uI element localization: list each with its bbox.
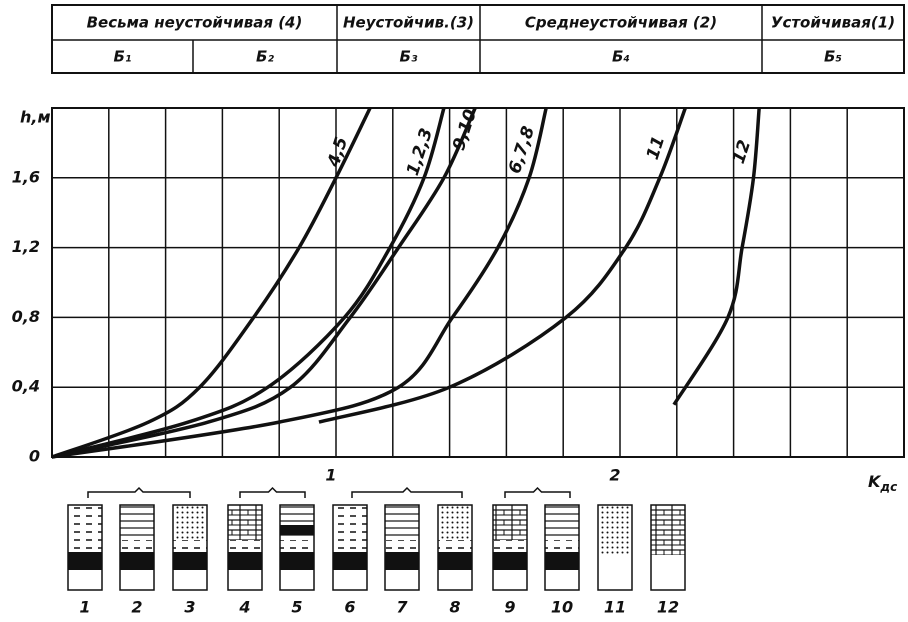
y-tick-label: 0,8 xyxy=(12,307,40,326)
column-label: 6 xyxy=(344,598,355,617)
group-bracket xyxy=(352,488,462,498)
column-label: 5 xyxy=(291,598,302,617)
soil-mid xyxy=(173,540,207,552)
table-subheader-cell: Б₁ xyxy=(113,48,131,66)
soil-top xyxy=(68,505,102,540)
soil-band xyxy=(280,552,314,570)
soil-mid xyxy=(280,540,314,552)
column-label: 2 xyxy=(131,598,142,617)
table-subheader-cell: Б₅ xyxy=(824,48,842,66)
column-label: 8 xyxy=(449,598,460,617)
x-tick-label: 2 xyxy=(609,466,620,485)
soil-top xyxy=(333,505,367,540)
column-label: 7 xyxy=(396,598,408,617)
curve-label: 12 xyxy=(729,138,755,167)
y-tick-label: 0,4 xyxy=(12,377,40,396)
curve-label: 9,10 xyxy=(449,107,481,153)
curve-label: 11 xyxy=(643,134,669,163)
curve-label: 4,5 xyxy=(324,135,353,171)
soil-top xyxy=(545,505,579,540)
soil-mid xyxy=(228,540,262,552)
column-label: 10 xyxy=(551,598,573,617)
column-label: 11 xyxy=(604,598,626,617)
soil-mid xyxy=(68,540,102,552)
column-label: 12 xyxy=(657,598,679,617)
soil-band xyxy=(280,525,314,535)
group-bracket xyxy=(88,488,190,498)
soil-band xyxy=(493,552,527,570)
group-bracket xyxy=(505,488,570,498)
table-header-cell: Весьма неустойчивая (4) xyxy=(87,14,303,32)
soil-top xyxy=(438,505,472,540)
column-label: 1 xyxy=(79,598,90,617)
x-tick-label: 1 xyxy=(325,466,336,485)
x-axis-label-sub: дс xyxy=(879,480,897,494)
y-tick-label: 1,2 xyxy=(12,237,40,256)
column-label: 4 xyxy=(238,598,250,617)
y-axis-label: h,м xyxy=(20,108,51,127)
soil-mid xyxy=(493,540,527,552)
column-label: 3 xyxy=(184,598,195,617)
y-tick-label: 0 xyxy=(29,447,40,466)
soil-band xyxy=(120,552,154,570)
soil-band xyxy=(333,552,367,570)
column-label: 9 xyxy=(504,598,515,617)
soil-band xyxy=(385,552,419,570)
soil-mid xyxy=(385,540,419,552)
table-subheader-cell: Б₂ xyxy=(256,48,274,66)
chart: h,м Kдс Весьма неустойчивая (4) Неустойчи… xyxy=(0,0,908,622)
curve-label: 6,7,8 xyxy=(505,124,539,176)
soil-band xyxy=(545,552,579,570)
table-header-cell: Неустойчив.(3) xyxy=(343,14,474,32)
curve xyxy=(52,108,444,457)
soil-band xyxy=(228,552,262,570)
soil-top xyxy=(493,505,527,540)
soil-band xyxy=(438,552,472,570)
soil-top xyxy=(651,505,685,555)
curve xyxy=(52,108,546,457)
curve xyxy=(52,108,370,457)
soil-mid xyxy=(545,540,579,552)
table-header-cell: Устойчивая(1) xyxy=(771,14,895,32)
soil-mid xyxy=(333,540,367,552)
page: {"table": {"header": ["Весьма неустойчив… xyxy=(0,0,908,622)
soil-mid xyxy=(438,540,472,552)
soil-top xyxy=(228,505,262,540)
soil-top xyxy=(120,505,154,540)
soil-top xyxy=(385,505,419,540)
table-subheader-cell: Б₄ xyxy=(612,48,630,66)
soil-band xyxy=(68,552,102,570)
curve xyxy=(319,108,685,422)
soil-top xyxy=(598,505,632,555)
x-axis-label: Kдс xyxy=(868,472,897,494)
table-subheader-cell: Б₃ xyxy=(399,48,417,66)
soil-top xyxy=(173,505,207,540)
y-tick-label: 1,6 xyxy=(12,167,40,186)
soil-band xyxy=(173,552,207,570)
table-header-cell: Среднеустойчивая (2) xyxy=(525,14,717,32)
group-bracket xyxy=(240,488,305,498)
soil-mid xyxy=(120,540,154,552)
